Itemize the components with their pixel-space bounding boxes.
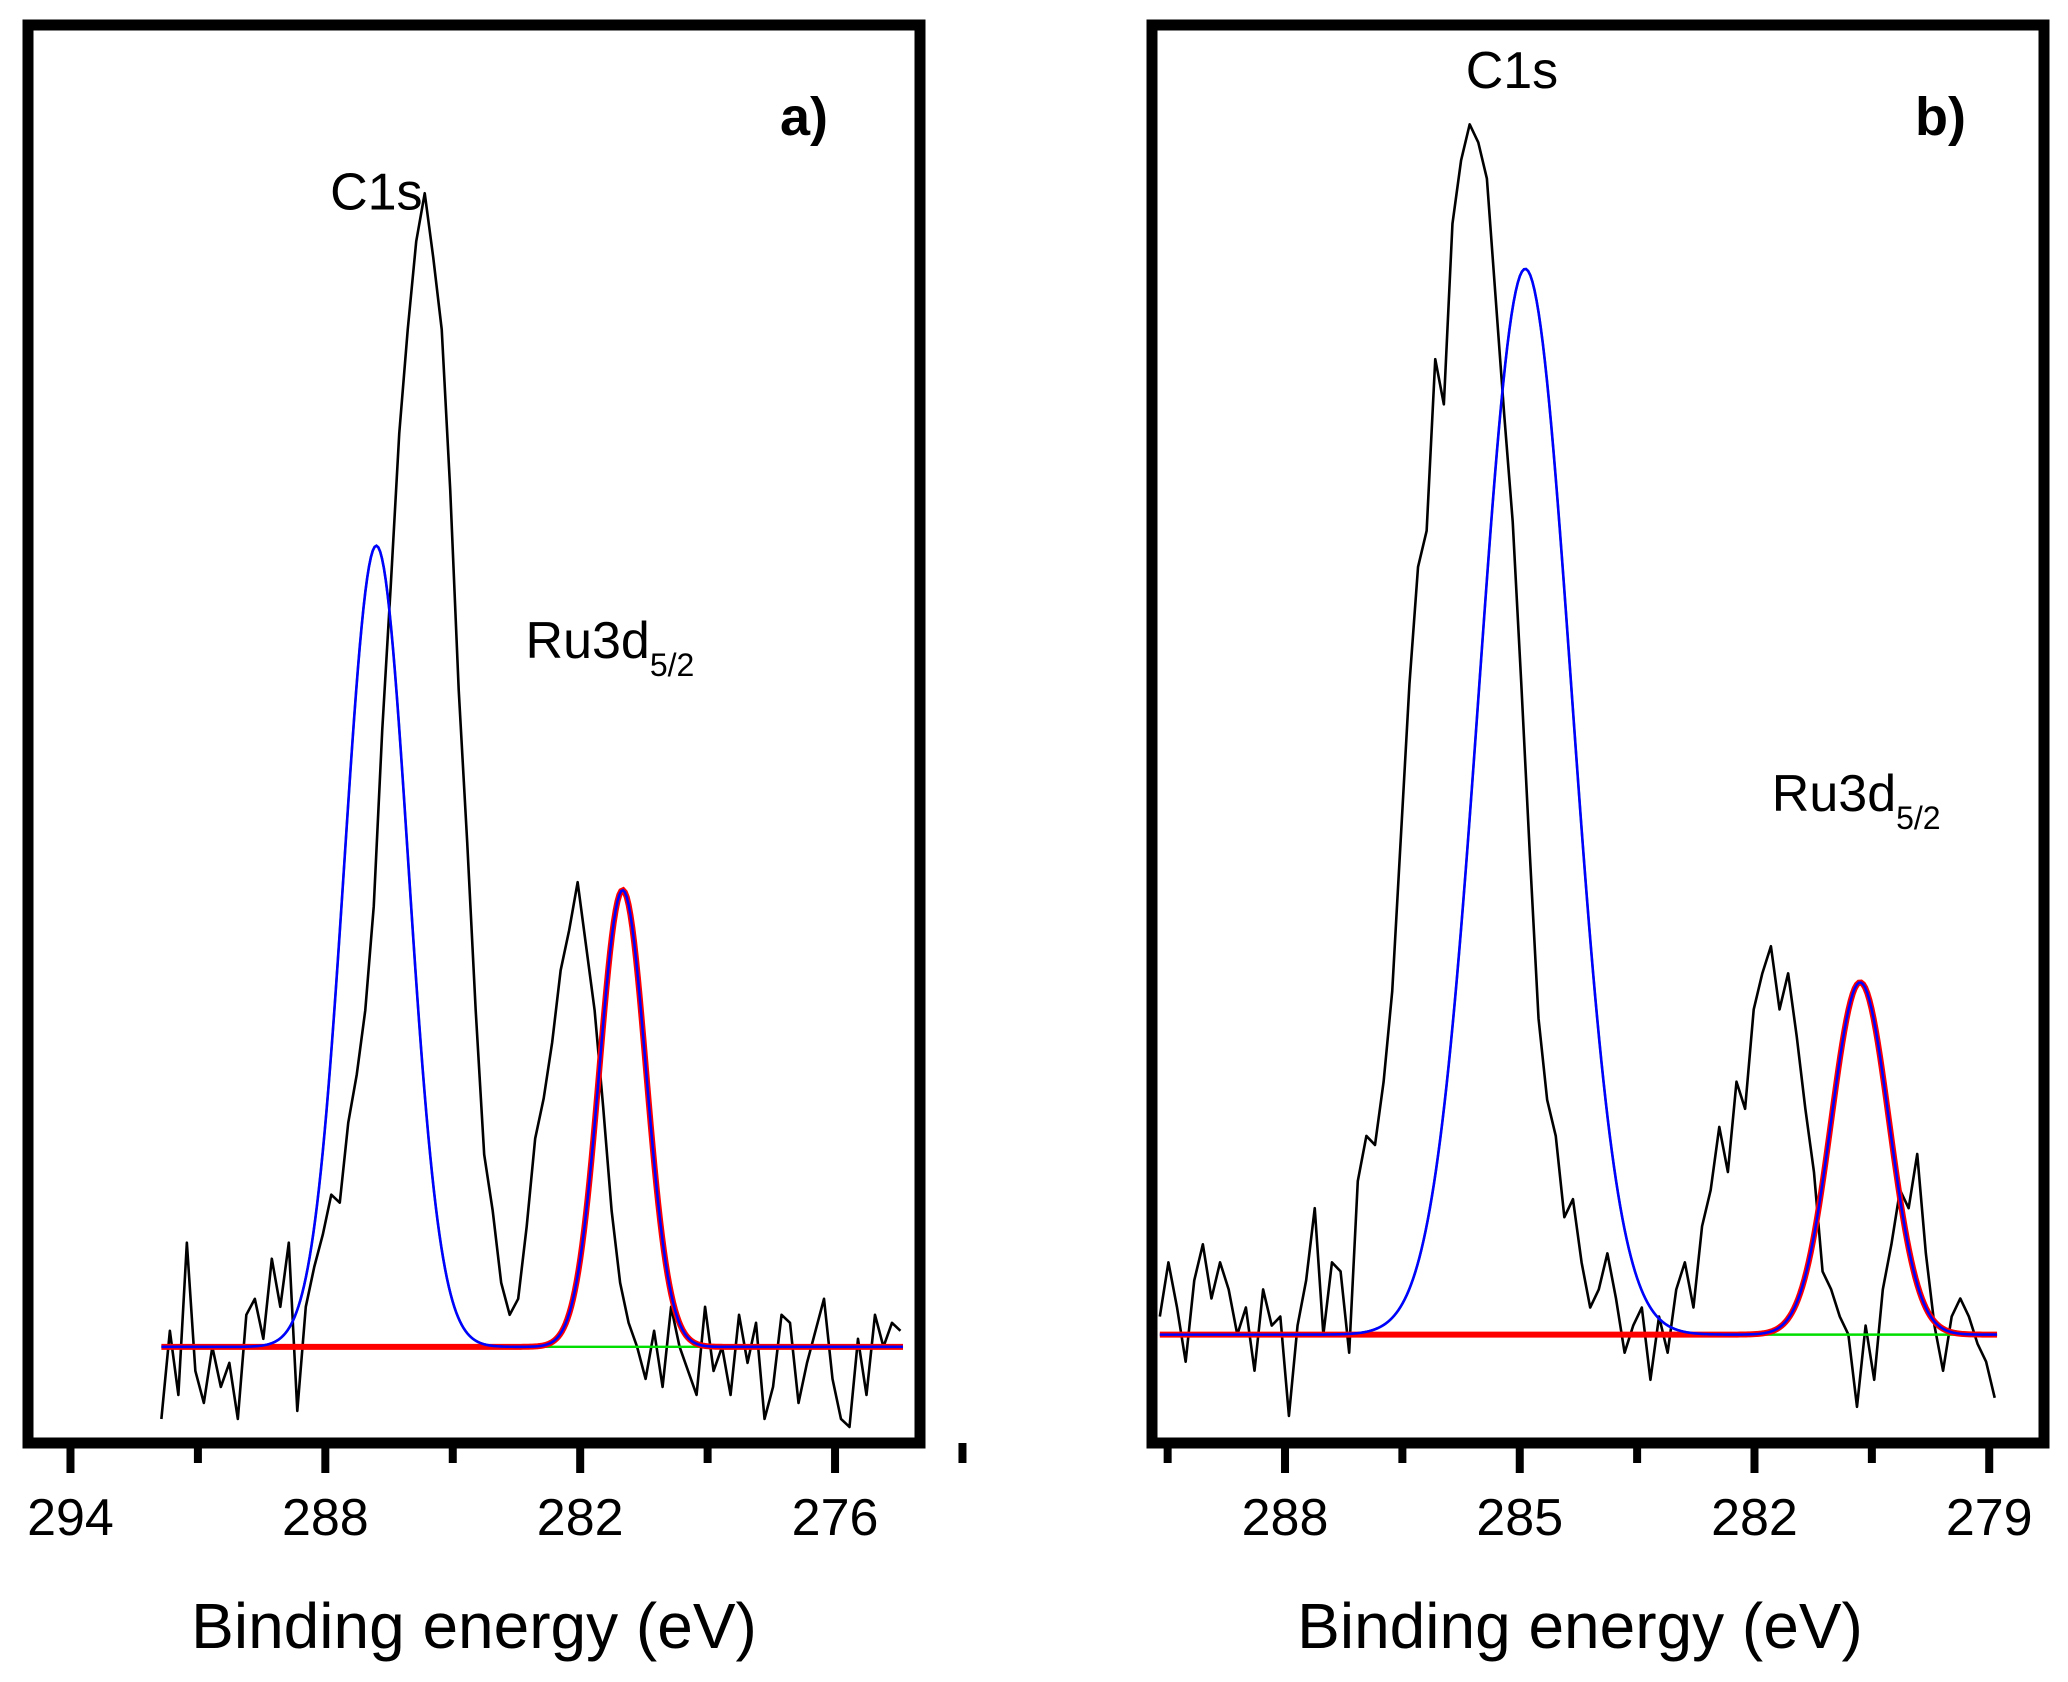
x-tick-label: 288 xyxy=(282,1489,369,1547)
x-ticks-a xyxy=(66,1443,967,1473)
peak-label-main: C1s xyxy=(1466,42,1558,100)
x-axis-label-b: Binding energy (eV) xyxy=(1297,1590,1863,1662)
curves-a xyxy=(160,191,904,1429)
envelope-fit-line xyxy=(161,544,904,1349)
peak-label-main: C1s xyxy=(330,163,422,221)
peak-labels-a: C1s Ru3d5/2 xyxy=(330,163,694,683)
curves-b xyxy=(1158,123,1998,1418)
peak-label-subscript: 5/2 xyxy=(650,647,694,683)
x-tick-labels-b: 288 285 282 279 xyxy=(1242,1489,2033,1547)
x-tick-label: 285 xyxy=(1476,1489,1563,1547)
peak-label: C1s xyxy=(330,163,422,221)
panel-a: a) 294 288 282 276 C1s Ru3d5/2 Binding energ… xyxy=(22,19,967,1662)
x-axis-label-a: Binding energy (eV) xyxy=(191,1590,757,1662)
x-tick-label: 276 xyxy=(792,1489,879,1547)
peak-labels-b: C1s Ru3d5/2 xyxy=(1466,42,1941,836)
experimental-spectrum-line xyxy=(160,191,902,1429)
panel-b: b) 288 285 282 279 C1s Ru3d5/2 Binding energ… xyxy=(1146,19,2050,1662)
panel-label-b: b) xyxy=(1915,87,1966,147)
peak-label-subscript: 5/2 xyxy=(1896,800,1940,836)
x-tick-label: 279 xyxy=(1946,1489,2033,1547)
plot-frame-a xyxy=(22,19,926,1449)
peak-label-main: Ru3d xyxy=(526,612,650,670)
peak-label-main: Ru3d xyxy=(1772,765,1896,823)
peak-label: Ru3d5/2 xyxy=(526,612,695,683)
peak-label: C1s xyxy=(1466,42,1558,100)
ru3d-component-line xyxy=(1159,979,1998,1338)
plot-frame-b xyxy=(1146,19,2050,1449)
x-tick-labels-a: 294 288 282 276 xyxy=(27,1489,878,1547)
ru3d-component-line xyxy=(161,886,904,1350)
envelope-fit-line xyxy=(1159,267,1998,1336)
peak-label: Ru3d5/2 xyxy=(1772,765,1941,836)
x-tick-label: 288 xyxy=(1242,1489,1329,1547)
x-tick-label: 294 xyxy=(27,1489,114,1547)
x-tick-label: 282 xyxy=(1711,1489,1798,1547)
experimental-spectrum-line xyxy=(1158,123,1996,1418)
x-ticks-b xyxy=(1163,1443,1994,1473)
panel-label-a: a) xyxy=(780,87,828,147)
x-tick-label: 282 xyxy=(537,1489,624,1547)
